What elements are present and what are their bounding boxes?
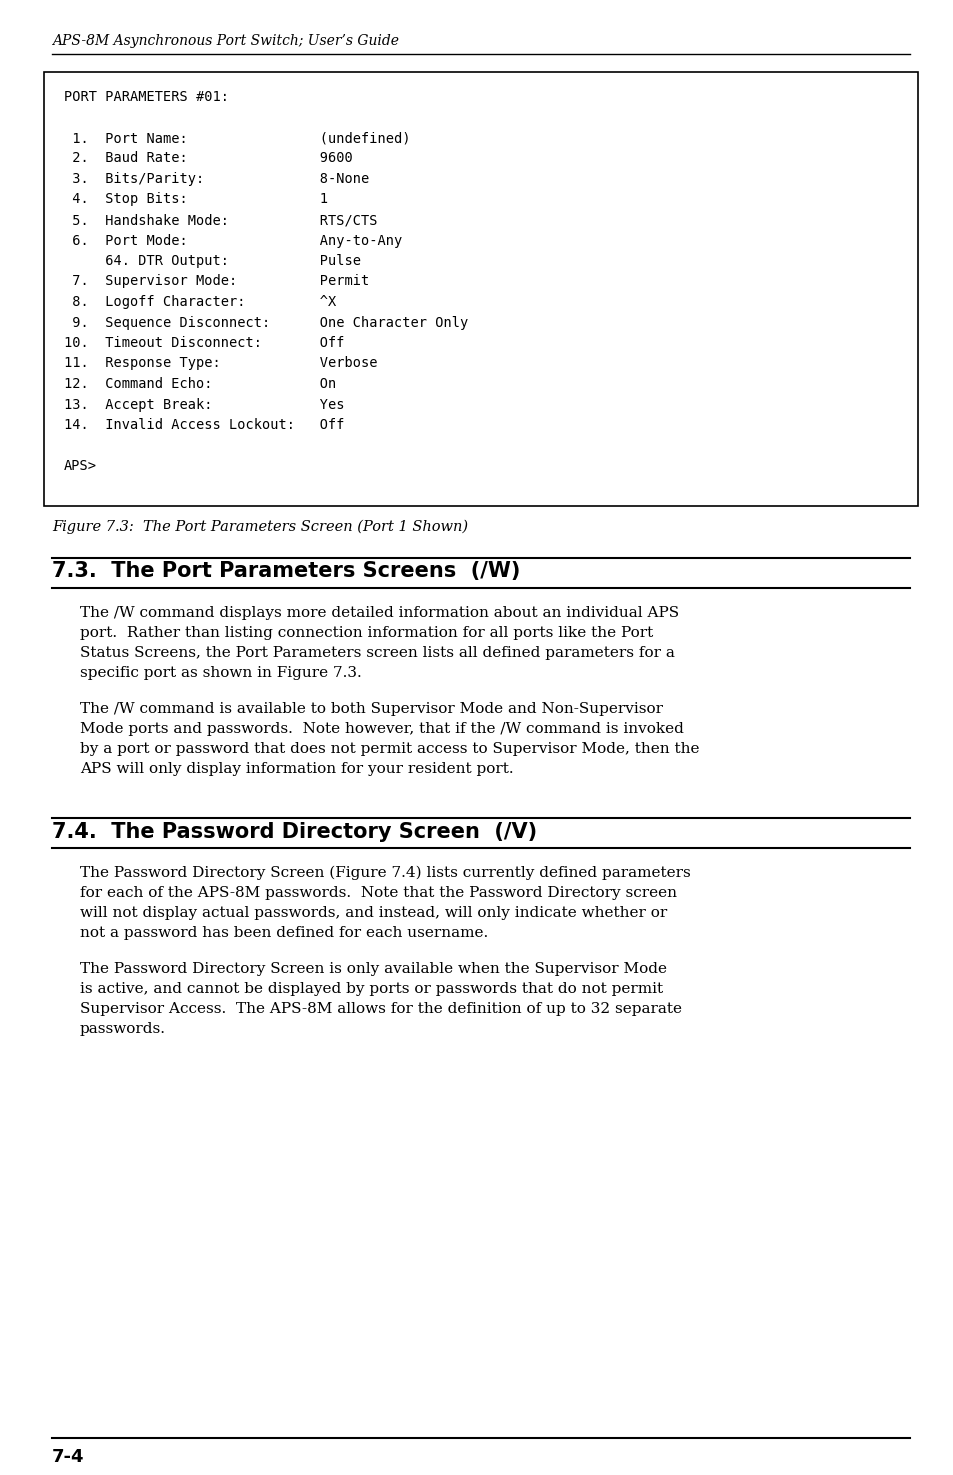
Text: Supervisor Access.  The APS-8M allows for the definition of up to 32 separate: Supervisor Access. The APS-8M allows for… bbox=[80, 1002, 681, 1015]
Text: 64. DTR Output:           Pulse: 64. DTR Output: Pulse bbox=[64, 254, 360, 268]
Text: The /W command is available to both Supervisor Mode and Non-Supervisor: The /W command is available to both Supe… bbox=[80, 702, 662, 715]
Text: Status Screens, the Port Parameters screen lists all defined parameters for a: Status Screens, the Port Parameters scre… bbox=[80, 646, 674, 659]
Text: 7.  Supervisor Mode:          Permit: 7. Supervisor Mode: Permit bbox=[64, 274, 369, 289]
Text: 12.  Command Echo:             On: 12. Command Echo: On bbox=[64, 378, 335, 391]
Text: 6.  Port Mode:                Any-to-Any: 6. Port Mode: Any-to-Any bbox=[64, 233, 402, 248]
Text: APS>: APS> bbox=[64, 459, 97, 473]
Text: APS will only display information for your resident port.: APS will only display information for yo… bbox=[80, 761, 513, 776]
Text: 1.  Port Name:                (undefined): 1. Port Name: (undefined) bbox=[64, 131, 410, 145]
Text: 3.  Bits/Parity:              8-None: 3. Bits/Parity: 8-None bbox=[64, 173, 369, 186]
Text: 2.  Baud Rate:                9600: 2. Baud Rate: 9600 bbox=[64, 152, 353, 165]
Text: port.  Rather than listing connection information for all ports like the Port: port. Rather than listing connection inf… bbox=[80, 625, 653, 640]
Text: 10.  Timeout Disconnect:       Off: 10. Timeout Disconnect: Off bbox=[64, 336, 344, 350]
Text: The Password Directory Screen is only available when the Supervisor Mode: The Password Directory Screen is only av… bbox=[80, 962, 666, 975]
Text: APS-8M Asynchronous Port Switch; User’s Guide: APS-8M Asynchronous Port Switch; User’s … bbox=[52, 34, 398, 49]
Text: specific port as shown in Figure 7.3.: specific port as shown in Figure 7.3. bbox=[80, 665, 361, 680]
Text: Figure 7.3:  The Port Parameters Screen (Port 1 Shown): Figure 7.3: The Port Parameters Screen (… bbox=[52, 519, 468, 534]
Text: Mode ports and passwords.  Note however, that if the /W command is invoked: Mode ports and passwords. Note however, … bbox=[80, 721, 683, 736]
Text: is active, and cannot be displayed by ports or passwords that do not permit: is active, and cannot be displayed by po… bbox=[80, 981, 662, 996]
Text: for each of the APS-8M passwords.  Note that the Password Directory screen: for each of the APS-8M passwords. Note t… bbox=[80, 885, 677, 900]
Bar bbox=[44, 72, 917, 506]
Text: 8.  Logoff Character:         ^X: 8. Logoff Character: ^X bbox=[64, 295, 335, 308]
Text: 5.  Handshake Mode:           RTS/CTS: 5. Handshake Mode: RTS/CTS bbox=[64, 212, 377, 227]
Text: 7-4: 7-4 bbox=[52, 1448, 85, 1466]
Text: The /W command displays more detailed information about an individual APS: The /W command displays more detailed in… bbox=[80, 606, 679, 619]
Text: will not display actual passwords, and instead, will only indicate whether or: will not display actual passwords, and i… bbox=[80, 906, 666, 919]
Text: passwords.: passwords. bbox=[80, 1022, 166, 1035]
Text: 4.  Stop Bits:                1: 4. Stop Bits: 1 bbox=[64, 193, 328, 206]
Text: not a password has been defined for each username.: not a password has been defined for each… bbox=[80, 925, 488, 940]
Text: 13.  Accept Break:             Yes: 13. Accept Break: Yes bbox=[64, 397, 344, 412]
Text: The Password Directory Screen (Figure 7.4) lists currently defined parameters: The Password Directory Screen (Figure 7.… bbox=[80, 866, 690, 881]
Text: PORT PARAMETERS #01:: PORT PARAMETERS #01: bbox=[64, 90, 229, 105]
Text: by a port or password that does not permit access to Supervisor Mode, then the: by a port or password that does not perm… bbox=[80, 742, 699, 755]
Text: 9.  Sequence Disconnect:      One Character Only: 9. Sequence Disconnect: One Character On… bbox=[64, 316, 468, 329]
Text: 7.3.  The Port Parameters Screens  (/W): 7.3. The Port Parameters Screens (/W) bbox=[52, 562, 519, 581]
Text: 14.  Invalid Access Lockout:   Off: 14. Invalid Access Lockout: Off bbox=[64, 417, 344, 432]
Text: 11.  Response Type:            Verbose: 11. Response Type: Verbose bbox=[64, 357, 377, 370]
Text: 7.4.  The Password Directory Screen  (/V): 7.4. The Password Directory Screen (/V) bbox=[52, 822, 537, 842]
